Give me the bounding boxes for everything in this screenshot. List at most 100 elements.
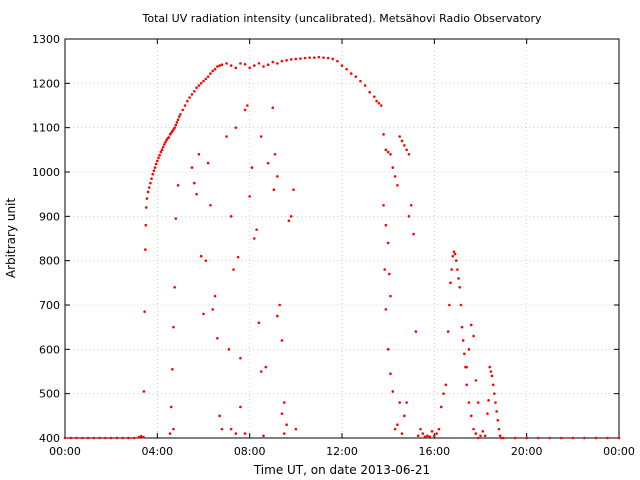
data-point [259, 370, 263, 373]
grid [65, 39, 619, 438]
data-point [276, 62, 279, 65]
data-point [463, 352, 466, 356]
data-point [161, 145, 165, 149]
data-point [407, 152, 411, 156]
data-point [389, 372, 392, 376]
data-point [393, 427, 397, 431]
data-point [491, 383, 495, 387]
x-tick-label: 08:00 [234, 445, 266, 458]
data-point [303, 56, 307, 60]
data-point [234, 126, 238, 129]
data-point [472, 427, 475, 431]
data-point [220, 427, 224, 431]
data-point [149, 181, 152, 185]
data-point [414, 330, 418, 333]
data-point [236, 255, 240, 259]
data-point [606, 436, 609, 440]
data-point [209, 72, 212, 75]
data-point [382, 133, 385, 136]
data-point [426, 434, 429, 438]
data-point [164, 141, 167, 144]
data-point [144, 223, 148, 227]
data-point [176, 184, 180, 187]
data-point [416, 434, 420, 438]
x-tick-label: 04:00 [141, 445, 173, 458]
data-point [383, 268, 387, 271]
data-point [472, 334, 475, 338]
data-point [379, 104, 383, 107]
data-point [225, 62, 228, 65]
data-point [446, 330, 450, 333]
data-point [322, 56, 325, 59]
data-point [171, 367, 174, 371]
y-tick-label: 700 [39, 299, 60, 312]
data-point [465, 365, 468, 369]
data-point [386, 348, 390, 351]
data-point [481, 430, 485, 433]
data-point [174, 217, 178, 220]
data-point [457, 277, 460, 280]
data-point [490, 374, 494, 378]
data-point [144, 206, 148, 209]
y-tick-label: 400 [39, 432, 60, 445]
data-point [453, 252, 457, 256]
data-point [458, 285, 462, 289]
data-point [127, 436, 130, 440]
data-point [213, 67, 217, 71]
data-point [216, 336, 219, 340]
data-point [409, 203, 413, 207]
data-point [489, 370, 493, 373]
data-point [154, 162, 158, 166]
data-point [396, 423, 399, 427]
data-point [272, 188, 276, 192]
data-point [396, 184, 399, 187]
data-point [204, 259, 208, 262]
data-point [278, 303, 281, 307]
data-point [384, 223, 388, 227]
data-point [487, 399, 490, 402]
data-point [435, 432, 438, 435]
data-point [294, 57, 298, 61]
data-point [454, 259, 458, 262]
data-point [172, 325, 175, 329]
data-point [229, 215, 233, 218]
data-point [209, 203, 212, 207]
data-point [474, 379, 478, 382]
data-point [264, 365, 268, 369]
data-point [299, 57, 302, 60]
data-point [216, 65, 219, 68]
data-point [428, 435, 432, 438]
data-point [493, 392, 496, 395]
data-point [243, 62, 247, 66]
data-point [287, 219, 291, 223]
data-point [398, 135, 402, 138]
data-point [192, 90, 196, 93]
data-point [331, 57, 335, 61]
data-point [142, 435, 145, 439]
data-point [449, 281, 452, 285]
data-point [271, 106, 275, 110]
data-point [571, 436, 575, 440]
data-point [483, 434, 487, 438]
data-point [289, 58, 293, 61]
data-point [617, 436, 621, 440]
data-point [373, 95, 376, 98]
data-point [257, 62, 261, 65]
data-point [144, 248, 147, 251]
data-point [243, 108, 247, 112]
data-point [403, 144, 406, 147]
data-point [326, 56, 330, 60]
data-point [197, 84, 201, 87]
data-point [450, 268, 453, 271]
data-point [262, 65, 265, 68]
data-point [419, 427, 422, 431]
data-point [389, 294, 392, 298]
data-point [375, 99, 378, 103]
data-point [398, 401, 402, 404]
data-point [469, 414, 473, 418]
data-point [147, 186, 151, 189]
data-point [181, 108, 185, 112]
data-point [150, 177, 153, 180]
data-point [405, 148, 408, 152]
data-point [225, 135, 228, 138]
